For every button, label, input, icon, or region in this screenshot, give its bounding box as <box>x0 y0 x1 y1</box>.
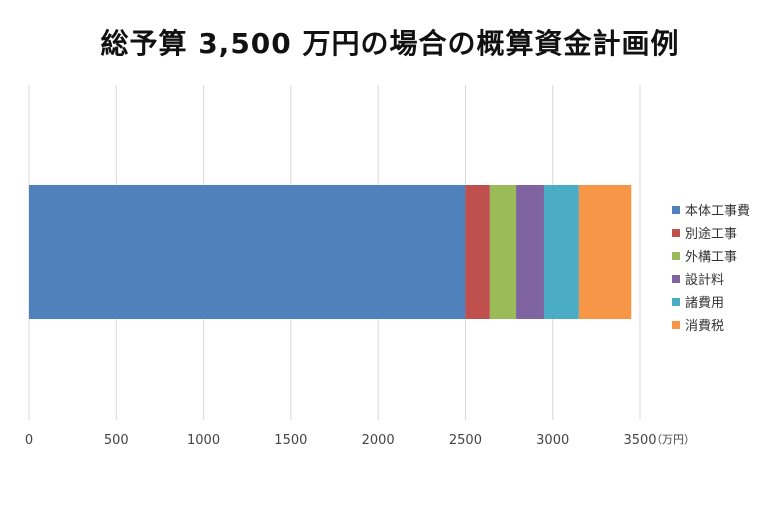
legend-item: 本体工事費 <box>672 198 750 221</box>
legend-swatch <box>672 274 680 283</box>
legend-label: 外構工事 <box>685 250 738 265</box>
x-axis-ticks: 0 500 1000 1500 2000 2500 3000 3500 <box>25 433 657 448</box>
legend-swatch <box>672 228 680 237</box>
legend-label: 別途工事 <box>685 227 738 242</box>
bar-segment-3 <box>489 185 517 319</box>
chart-title: 総予算 3,500 万円の場合の概算資金計画例 <box>100 27 680 60</box>
legend-item: 別途工事 <box>672 221 750 244</box>
legend-item: 外構工事 <box>672 244 750 267</box>
x-tick-label: 3500 <box>623 433 656 448</box>
bar-segment-6 <box>578 185 632 319</box>
legend-swatch <box>672 251 680 260</box>
bar-segment-4 <box>516 185 544 319</box>
legend-swatch <box>672 297 680 306</box>
x-tick-label: 0 <box>25 433 33 448</box>
legend-item: 設計料 <box>672 267 750 290</box>
x-tick-label: 2500 <box>449 433 482 448</box>
legend-label: 設計料 <box>685 273 725 288</box>
bar-segment-2 <box>465 185 490 319</box>
legend-item: 諸費用 <box>672 290 750 313</box>
bar-segment-1 <box>29 185 466 319</box>
bar-segments <box>29 185 632 319</box>
x-tick-label: 1500 <box>274 433 307 448</box>
x-tick-label: 3000 <box>536 433 569 448</box>
x-tick-label: 500 <box>104 433 129 448</box>
legend-swatch <box>672 205 680 214</box>
legend-item: 消費税 <box>672 313 750 336</box>
legend-swatch <box>672 320 680 329</box>
legend-label: 諸費用 <box>685 296 725 311</box>
legend: 本体工事費別途工事外構工事設計料諸費用消費税 <box>672 198 750 336</box>
x-tick-label: 2000 <box>362 433 395 448</box>
x-tick-label: 1000 <box>187 433 220 448</box>
legend-label: 本体工事費 <box>685 204 751 219</box>
legend-label: 消費税 <box>685 319 725 334</box>
bar-segment-5 <box>543 185 579 319</box>
x-axis-unit: （万円） <box>651 433 695 446</box>
